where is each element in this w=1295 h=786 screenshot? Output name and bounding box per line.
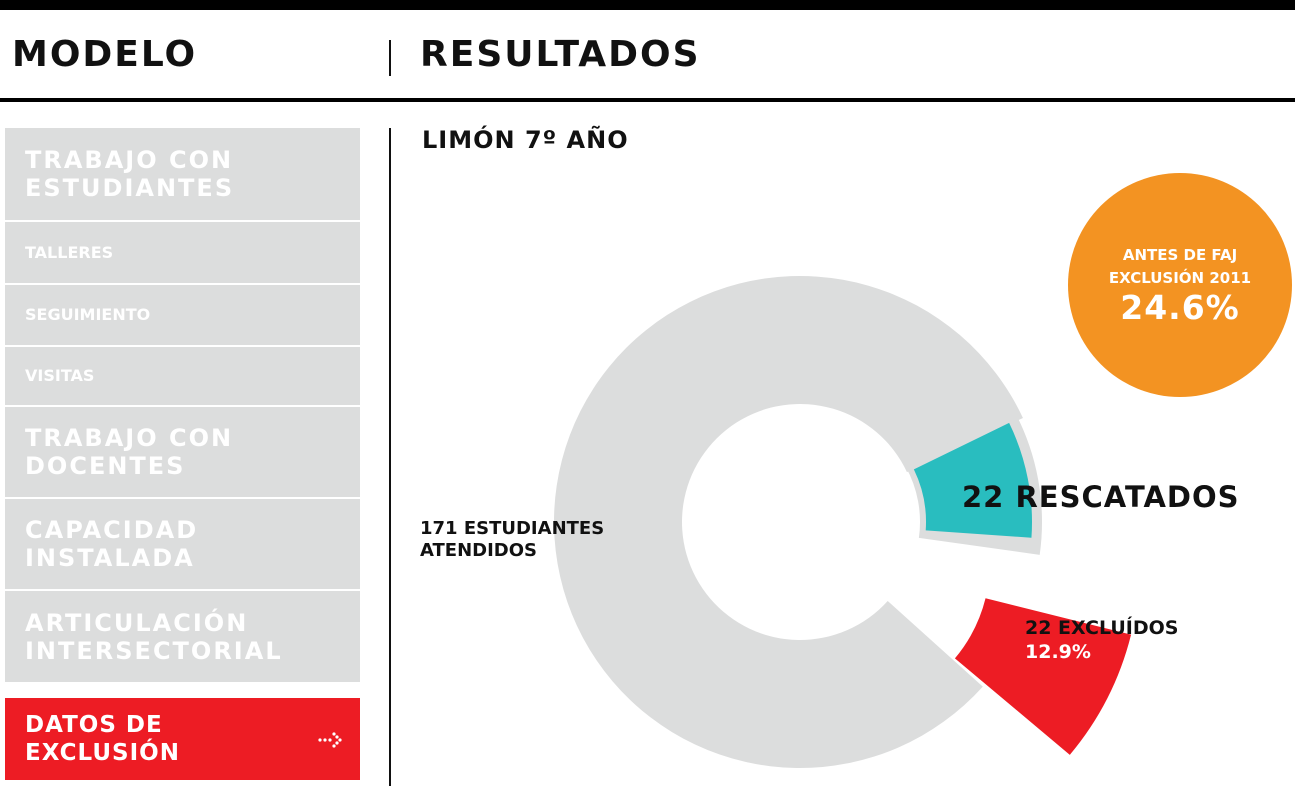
menu-item-line: INTERSECTORIAL — [25, 636, 283, 665]
arrow-icon — [318, 732, 342, 748]
badge-line: ANTES DE FAJ — [1122, 246, 1238, 264]
content-separator — [389, 128, 391, 786]
menu-item-line: SEGUIMIENTO — [25, 305, 151, 324]
menu-item-line: ARTICULACIÓN — [25, 608, 249, 637]
header-separator — [389, 40, 391, 76]
menu-item[interactable]: VISITAS — [5, 347, 360, 405]
menu-item-line: DATOS DE — [25, 712, 163, 738]
menu-item[interactable]: CAPACIDAD INSTALADA — [5, 499, 360, 589]
menu-item-line: CAPACIDAD — [25, 516, 199, 544]
menu-item-line: TRABAJO CON — [25, 146, 234, 174]
rescued-segment — [913, 422, 1032, 538]
menu-item-line: INSTALADA — [25, 544, 195, 572]
menu-item-active[interactable]: DATOS DE EXCLUSIÓN — [5, 698, 360, 780]
rescued-label: 22 RESCATADOS — [962, 480, 1240, 514]
menu-item-line: TRABAJO CON — [25, 424, 234, 452]
menu-item-line: ESTUDIANTES — [25, 174, 235, 202]
badge-value: 24.6% — [1120, 288, 1240, 327]
top-bar — [0, 0, 1295, 10]
total-line: 171 ESTUDIANTES — [420, 518, 605, 539]
total-label: 171 ESTUDIANTES ATENDIDOS — [420, 518, 604, 562]
menu-item-line: EXCLUSIÓN — [25, 740, 180, 766]
menu-item-line: DOCENTES — [25, 452, 186, 480]
header-left: MODELO — [12, 34, 198, 75]
header-right: RESULTADOS — [420, 34, 701, 75]
badge-line: EXCLUSIÓN 2011 — [1108, 269, 1252, 287]
menu-item-line: TALLERES — [25, 242, 114, 262]
header-rule — [0, 98, 1295, 102]
excluded-pct: 12.9% — [1025, 641, 1091, 663]
total-line: ATENDIDOS — [420, 540, 538, 561]
menu-item[interactable]: TRABAJO CON ESTUDIANTES — [5, 128, 360, 220]
donut-ring — [553, 276, 1023, 768]
excluded-count: 22 EXCLUÍDOS — [1025, 617, 1179, 639]
menu-item[interactable]: TRABAJO CON DOCENTES — [5, 407, 360, 497]
menu-item[interactable]: ARTICULACIÓN INTERSECTORIAL — [5, 591, 360, 682]
menu-item[interactable]: TALLERES — [5, 222, 360, 283]
menu-item-line: VISITAS — [25, 366, 95, 385]
excluded-segment — [954, 598, 1132, 755]
menu-item[interactable]: SEGUIMIENTO — [5, 285, 360, 345]
excluded-label: 22 EXCLUÍDOS 12.9% — [1025, 616, 1178, 664]
badge: ANTES DE FAJ EXCLUSIÓN 2011 24.6% — [1068, 173, 1292, 397]
section-title: LIMÓN 7º AÑO — [422, 126, 629, 154]
